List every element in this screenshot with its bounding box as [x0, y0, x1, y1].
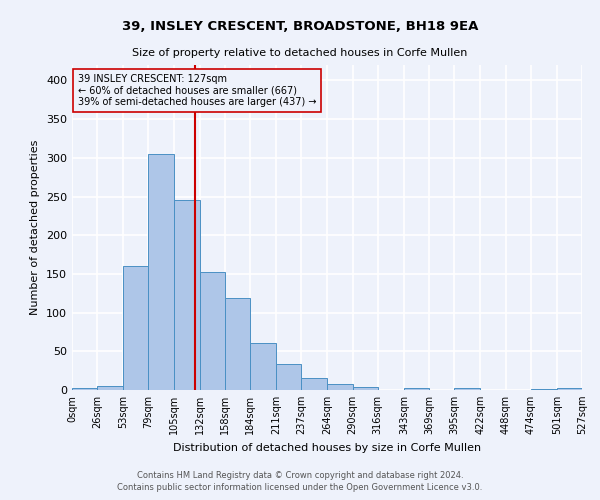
- Bar: [353, 387, 378, 390]
- Bar: [200, 272, 225, 390]
- Bar: [225, 298, 250, 390]
- X-axis label: Distribution of detached houses by size in Corfe Mullen: Distribution of detached houses by size …: [173, 442, 481, 452]
- Bar: [276, 364, 301, 390]
- Y-axis label: Number of detached properties: Number of detached properties: [31, 140, 40, 315]
- Bar: [72, 388, 97, 390]
- Bar: [123, 266, 148, 390]
- Text: Size of property relative to detached houses in Corfe Mullen: Size of property relative to detached ho…: [133, 48, 467, 58]
- Text: 39 INSLEY CRESCENT: 127sqm
← 60% of detached houses are smaller (667)
39% of sem: 39 INSLEY CRESCENT: 127sqm ← 60% of deta…: [78, 74, 316, 108]
- Bar: [97, 386, 123, 390]
- Bar: [250, 343, 276, 390]
- Bar: [148, 154, 173, 390]
- Bar: [328, 384, 353, 390]
- Bar: [531, 389, 557, 390]
- Bar: [454, 388, 481, 390]
- Bar: [173, 200, 200, 390]
- Bar: [404, 388, 429, 390]
- Text: Contains public sector information licensed under the Open Government Licence v3: Contains public sector information licen…: [118, 484, 482, 492]
- Text: 39, INSLEY CRESCENT, BROADSTONE, BH18 9EA: 39, INSLEY CRESCENT, BROADSTONE, BH18 9E…: [122, 20, 478, 33]
- Bar: [557, 388, 582, 390]
- Bar: [301, 378, 328, 390]
- Text: Contains HM Land Registry data © Crown copyright and database right 2024.: Contains HM Land Registry data © Crown c…: [137, 471, 463, 480]
